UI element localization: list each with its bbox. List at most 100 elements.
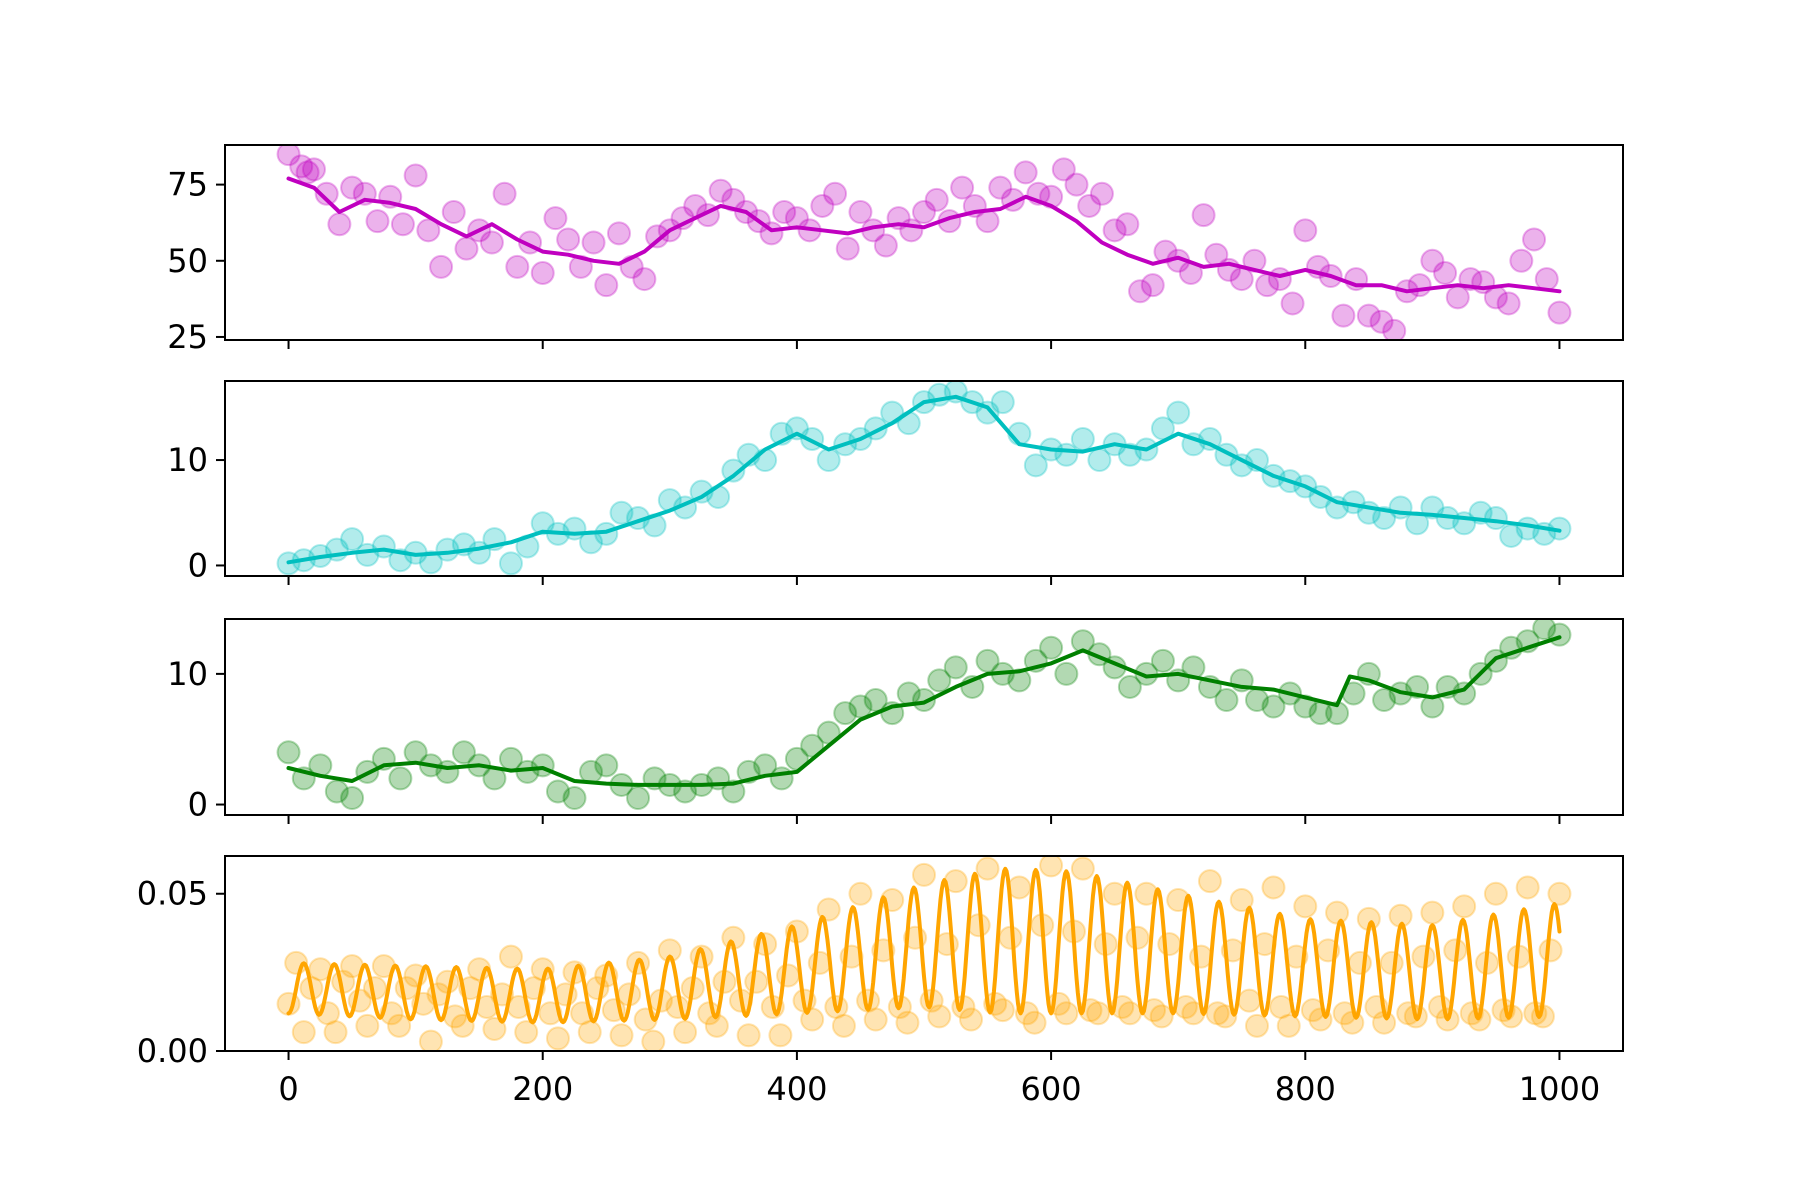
data-point xyxy=(1325,495,1350,520)
data-point xyxy=(1420,900,1445,925)
data-point xyxy=(769,421,794,446)
data-point xyxy=(1261,463,1286,488)
data-point xyxy=(1023,648,1048,673)
data-point xyxy=(1499,635,1524,660)
data-point xyxy=(1070,856,1095,881)
plot-area xyxy=(276,856,1572,1051)
data-point xyxy=(657,938,682,963)
plot-area xyxy=(276,145,1572,340)
data-point xyxy=(848,694,873,719)
data-point xyxy=(435,759,460,784)
data-point xyxy=(1070,426,1095,451)
data-point xyxy=(515,759,540,784)
data-point xyxy=(301,157,326,182)
data-point xyxy=(1007,668,1032,693)
data-point xyxy=(626,786,651,811)
data-point xyxy=(289,154,314,179)
data-point xyxy=(959,1007,984,1032)
data-point xyxy=(1229,267,1254,292)
data-point xyxy=(403,163,428,188)
data-point xyxy=(1166,400,1191,425)
panel-2: 0 10 xyxy=(167,380,1624,585)
data-point xyxy=(1242,248,1267,273)
data-point xyxy=(810,193,835,218)
data-point xyxy=(1538,938,1563,963)
y-tick-label: 0.00 xyxy=(137,1032,208,1070)
data-point xyxy=(1405,674,1430,699)
data-point xyxy=(308,753,333,778)
data-point xyxy=(706,484,731,509)
data-point xyxy=(1382,318,1407,340)
data-point xyxy=(1102,218,1127,243)
data-point xyxy=(1214,442,1239,467)
data-point xyxy=(1150,416,1175,441)
data-point xyxy=(1379,950,1404,975)
data-point xyxy=(1255,273,1280,298)
data-point xyxy=(1278,681,1303,706)
data-point xyxy=(1341,681,1366,706)
data-point xyxy=(276,145,301,167)
data-point xyxy=(1166,668,1191,693)
data-point xyxy=(1205,1001,1230,1026)
data-point xyxy=(797,218,822,243)
data-point xyxy=(340,175,365,200)
data-point xyxy=(435,537,460,562)
data-point xyxy=(657,772,682,797)
data-point xyxy=(1522,227,1547,252)
data-point xyxy=(833,701,858,726)
data-point xyxy=(896,411,921,436)
data-point xyxy=(1420,495,1445,520)
data-point xyxy=(1293,894,1318,919)
data-point xyxy=(1022,1010,1047,1035)
data-point xyxy=(873,233,898,258)
data-point xyxy=(1087,642,1112,667)
data-point xyxy=(734,200,759,225)
data-point xyxy=(324,537,349,562)
data-point xyxy=(1435,506,1460,531)
data-point xyxy=(1509,248,1534,273)
data-point xyxy=(1308,484,1333,509)
data-point xyxy=(609,772,634,797)
data-point xyxy=(530,260,555,285)
data-point xyxy=(975,648,1000,673)
data-point xyxy=(1356,500,1381,525)
data-point xyxy=(1515,629,1540,654)
data-point xyxy=(1547,881,1572,906)
data-point xyxy=(899,218,924,243)
series-line xyxy=(286,176,1562,294)
data-point xyxy=(759,221,784,246)
data-point xyxy=(784,206,809,231)
data-point xyxy=(721,458,746,483)
y-tick-label: 50 xyxy=(167,242,208,280)
data-point xyxy=(1308,701,1333,726)
data-point xyxy=(863,688,888,713)
data-point xyxy=(1483,881,1508,906)
data-point xyxy=(1181,655,1206,680)
data-point xyxy=(371,534,396,559)
data-point xyxy=(831,1013,856,1038)
data-point xyxy=(1086,1001,1111,1026)
data-point xyxy=(1117,674,1142,699)
data-point xyxy=(1149,1004,1174,1029)
data-point xyxy=(695,203,720,228)
data-point xyxy=(291,766,316,791)
panel-4: 0.00 0.05 0 200 400 600 800 1000 xyxy=(137,855,1624,1108)
data-point xyxy=(1013,160,1038,185)
data-point xyxy=(1471,270,1496,295)
data-point xyxy=(626,506,651,531)
data-point xyxy=(1026,181,1051,206)
data-point xyxy=(1331,303,1356,328)
data-point xyxy=(577,1020,602,1045)
data-point xyxy=(673,779,698,804)
data-point xyxy=(1468,500,1493,525)
data-point xyxy=(498,551,523,576)
x-tick-label: 800 xyxy=(1275,1070,1336,1108)
data-point xyxy=(1039,184,1064,209)
data-point xyxy=(736,1023,761,1048)
data-point xyxy=(1125,925,1150,950)
data-point xyxy=(641,1029,666,1051)
data-point xyxy=(295,160,320,185)
axes-frame xyxy=(224,618,1624,816)
data-point xyxy=(1134,437,1159,462)
data-point xyxy=(1128,279,1153,304)
